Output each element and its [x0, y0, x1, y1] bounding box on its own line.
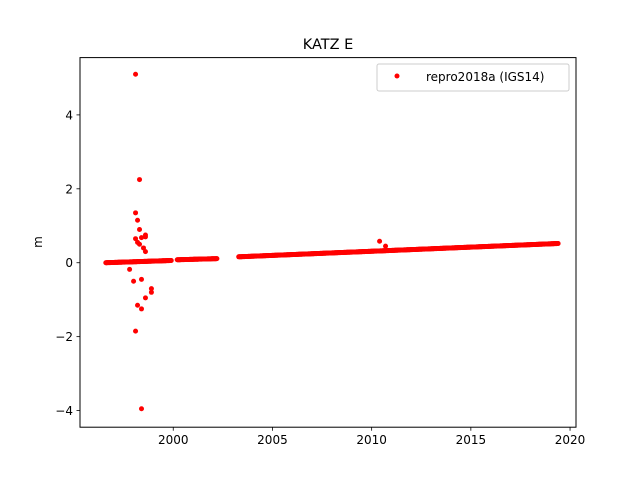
- legend-label: repro2018a (IGS14): [426, 70, 544, 84]
- data-point: [137, 177, 143, 183]
- x-tick-label: 2015: [456, 433, 487, 447]
- data-point: [139, 306, 144, 312]
- y-tick-label: −4: [55, 404, 73, 418]
- data-point: [142, 295, 148, 301]
- y-axis-label: m: [31, 236, 45, 248]
- legend: repro2018a (IGS14): [376, 63, 570, 92]
- data-point: [133, 328, 139, 334]
- data-point: [137, 241, 143, 247]
- data-point: [168, 258, 174, 264]
- data-point: [127, 266, 133, 272]
- y-axis: −4 −2 0 2 4: [55, 108, 80, 418]
- plot-area-frame: [79, 57, 577, 428]
- legend-box: [376, 63, 570, 92]
- x-tick-label: 2020: [555, 433, 586, 447]
- data-point: [137, 226, 143, 232]
- data-point: [142, 249, 148, 255]
- data-points: [103, 71, 561, 412]
- data-point: [139, 235, 144, 241]
- chart-title: KATZ E: [303, 37, 354, 53]
- data-point: [142, 234, 148, 240]
- y-tick-label: −2: [55, 330, 73, 344]
- data-point: [133, 71, 139, 77]
- data-point: [133, 236, 139, 242]
- x-tick-label: 2000: [158, 433, 189, 447]
- data-point: [148, 289, 154, 295]
- y-tick-label: 0: [65, 256, 73, 270]
- legend-marker: [394, 73, 400, 79]
- data-point: [555, 241, 561, 247]
- x-axis: 2000 2005 2010 2015 2020: [158, 427, 585, 447]
- data-point: [140, 245, 146, 251]
- data-point: [135, 302, 141, 308]
- y-tick-label: 4: [65, 108, 73, 122]
- data-point: [133, 210, 139, 216]
- y-tick-label: 2: [65, 182, 73, 196]
- data-point: [383, 243, 389, 249]
- data-point: [214, 256, 220, 262]
- data-point: [377, 238, 383, 244]
- x-tick-label: 2010: [356, 433, 387, 447]
- data-point: [139, 276, 144, 282]
- data-point: [139, 406, 144, 412]
- x-tick-label: 2005: [257, 433, 288, 447]
- data-point: [135, 217, 141, 223]
- data-point: [148, 286, 154, 292]
- data-point: [131, 278, 137, 284]
